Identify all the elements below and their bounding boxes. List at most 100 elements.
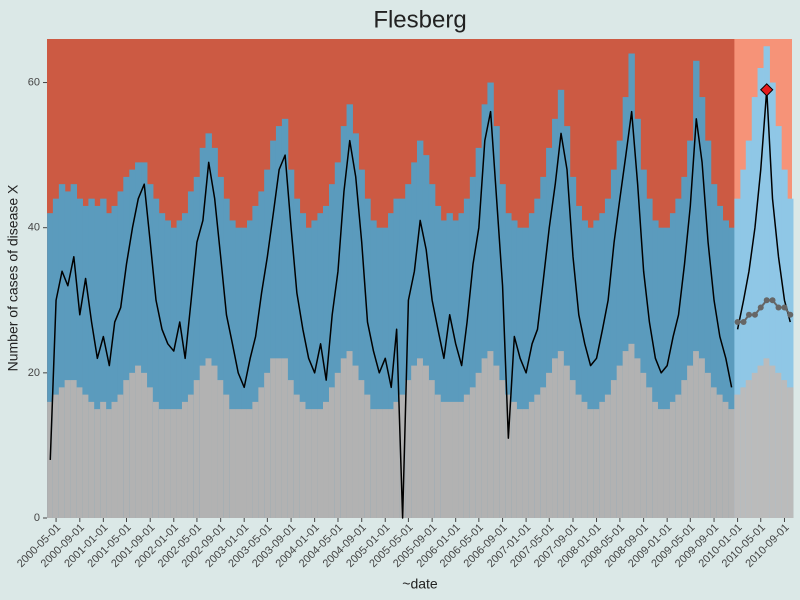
lower-threshold	[604, 394, 612, 518]
lower-threshold	[704, 372, 712, 518]
upper-threshold	[364, 198, 371, 518]
upper-threshold	[176, 220, 183, 518]
lower-threshold	[575, 394, 582, 518]
lower-threshold	[328, 387, 336, 518]
lower-threshold	[528, 401, 536, 518]
lower-threshold	[622, 351, 630, 518]
upper-threshold	[70, 184, 78, 518]
upper-threshold	[47, 213, 54, 518]
lower-threshold	[229, 409, 236, 518]
upper-threshold	[734, 198, 741, 518]
lower-threshold	[481, 358, 489, 518]
lower-threshold	[599, 401, 606, 518]
forecast-point	[763, 297, 770, 304]
upper-threshold	[745, 140, 753, 518]
upper-threshold	[135, 162, 142, 518]
upper-threshold	[493, 126, 500, 518]
lower-threshold	[147, 387, 154, 518]
forecast-point	[740, 319, 747, 326]
lower-threshold	[176, 409, 183, 518]
upper-threshold	[569, 176, 577, 519]
upper-threshold	[88, 198, 95, 518]
lower-threshold	[135, 365, 142, 518]
lower-threshold	[317, 409, 324, 518]
upper-threshold	[593, 220, 600, 518]
outbreak-marker	[760, 83, 774, 97]
upper-threshold	[164, 220, 171, 518]
lower-threshold	[211, 365, 218, 518]
upper-threshold	[505, 213, 512, 518]
upper-threshold	[275, 126, 283, 518]
lower-threshold	[505, 394, 512, 518]
lower-threshold	[252, 401, 259, 518]
lower-threshold	[569, 380, 577, 518]
lower-threshold	[64, 380, 72, 518]
lower-threshold	[94, 409, 101, 518]
upper-threshold	[546, 147, 553, 518]
upper-threshold	[241, 227, 248, 519]
lower-threshold	[370, 409, 377, 518]
upper-threshold	[469, 176, 477, 519]
upper-threshold	[704, 140, 712, 518]
upper-threshold	[416, 140, 424, 518]
upper-threshold	[393, 198, 400, 518]
upper-threshold	[58, 184, 66, 518]
upper-threshold	[675, 198, 682, 518]
lower-threshold	[475, 372, 483, 518]
upper-threshold	[76, 198, 83, 518]
lower-threshold	[440, 401, 448, 518]
upper-threshold	[422, 155, 430, 518]
upper-threshold	[587, 227, 594, 519]
lower-threshold	[416, 358, 424, 518]
lower-threshold	[534, 394, 541, 518]
lower-threshold	[164, 409, 171, 518]
upper-threshold	[540, 176, 547, 519]
lower-threshold	[452, 401, 459, 518]
lower-threshold	[422, 365, 430, 518]
lower-threshold	[323, 401, 330, 518]
upper-threshold	[740, 169, 747, 519]
upper-threshold	[223, 198, 230, 518]
lower-threshold	[722, 401, 730, 518]
forecast-point	[769, 297, 776, 304]
upper-threshold	[340, 126, 348, 518]
upper-threshold	[370, 220, 377, 518]
lower-threshold	[787, 387, 794, 518]
upper-threshold	[52, 198, 60, 518]
upper-threshold	[481, 104, 489, 519]
lower-threshold	[499, 380, 506, 518]
lower-threshold	[446, 401, 453, 518]
upper-threshold	[698, 97, 706, 518]
forecast-point	[781, 304, 788, 311]
lower-threshold	[540, 387, 547, 518]
upper-threshold	[193, 176, 201, 519]
lower-threshold	[463, 394, 471, 518]
y-tick-label: 40	[28, 222, 40, 234]
lower-threshold	[411, 365, 418, 518]
lower-threshold	[334, 372, 342, 518]
upper-threshold	[616, 140, 624, 518]
y-tick-label: 0	[34, 512, 40, 524]
upper-threshold	[781, 169, 788, 519]
upper-threshold	[716, 205, 724, 518]
upper-threshold	[722, 220, 730, 518]
upper-threshold	[728, 227, 735, 519]
upper-threshold	[652, 220, 659, 518]
upper-threshold	[693, 60, 700, 518]
forecast-point	[751, 311, 758, 318]
upper-threshold	[599, 213, 606, 518]
y-tick-label: 60	[28, 76, 40, 88]
upper-threshold	[334, 162, 342, 518]
lower-threshold	[546, 372, 553, 518]
lower-threshold	[106, 409, 113, 518]
upper-threshold	[399, 198, 406, 518]
upper-threshold	[82, 205, 89, 518]
lower-threshold	[311, 409, 318, 518]
upper-threshold	[199, 147, 207, 518]
upper-threshold	[100, 198, 107, 518]
upper-threshold	[440, 220, 448, 518]
lower-threshold	[428, 380, 436, 518]
lower-threshold	[487, 351, 494, 518]
lower-threshold	[511, 401, 518, 518]
